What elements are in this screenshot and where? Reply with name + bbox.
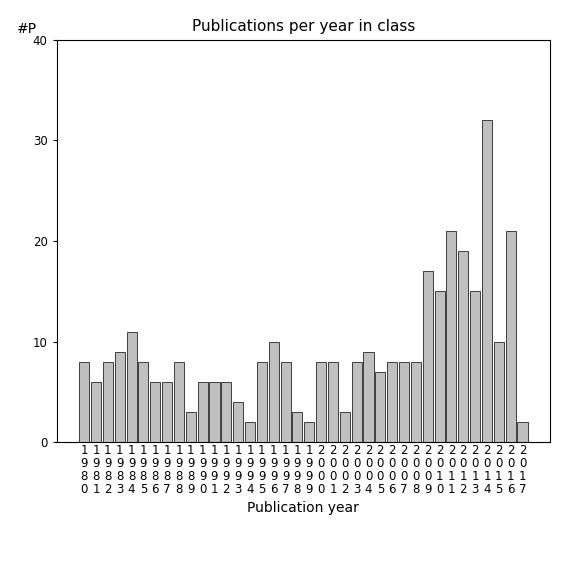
Bar <box>281 362 291 442</box>
Bar <box>411 362 421 442</box>
Bar <box>304 422 314 442</box>
Bar <box>328 362 338 442</box>
Bar <box>162 382 172 442</box>
Bar <box>174 362 184 442</box>
Bar <box>340 412 350 442</box>
Bar <box>375 372 386 442</box>
Bar <box>293 412 302 442</box>
Bar <box>103 362 113 442</box>
Bar <box>470 291 480 442</box>
Bar <box>423 271 433 442</box>
Bar <box>269 341 279 442</box>
Bar <box>126 332 137 442</box>
Bar <box>434 291 445 442</box>
Title: Publications per year in class: Publications per year in class <box>192 19 415 35</box>
Bar <box>115 352 125 442</box>
Bar <box>363 352 374 442</box>
Bar <box>138 362 149 442</box>
Bar <box>150 382 160 442</box>
Bar <box>518 422 527 442</box>
Bar <box>221 382 231 442</box>
X-axis label: Publication year: Publication year <box>247 501 359 515</box>
Bar <box>387 362 397 442</box>
Bar <box>91 382 101 442</box>
Bar <box>257 362 267 442</box>
Bar <box>506 231 516 442</box>
Bar <box>233 402 243 442</box>
Bar <box>446 231 456 442</box>
Bar <box>482 120 492 442</box>
Bar <box>79 362 89 442</box>
Bar <box>316 362 326 442</box>
Bar <box>352 362 362 442</box>
Bar <box>245 422 255 442</box>
Text: #P: #P <box>17 22 37 36</box>
Bar <box>186 412 196 442</box>
Bar <box>209 382 219 442</box>
Bar <box>399 362 409 442</box>
Bar <box>198 382 208 442</box>
Bar <box>458 251 468 442</box>
Bar <box>494 341 504 442</box>
